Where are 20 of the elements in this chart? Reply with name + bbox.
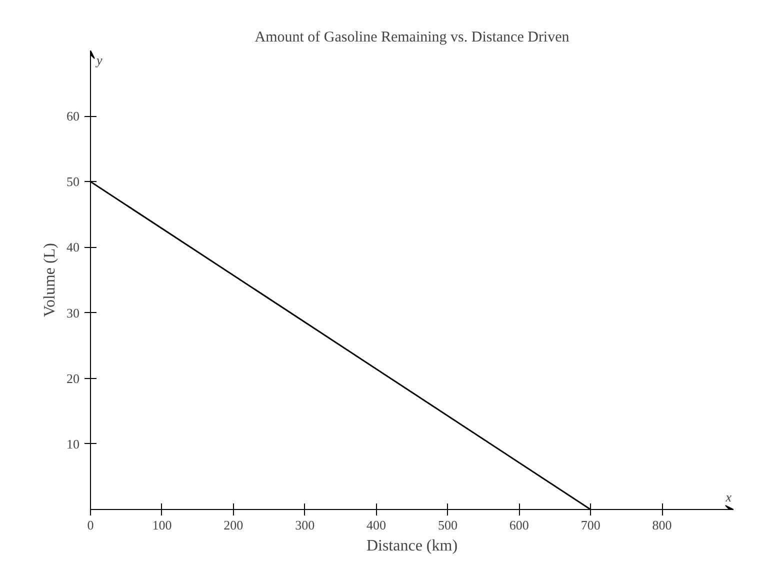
y-tick-label: 20: [66, 370, 80, 386]
x-tick-label: 0: [87, 518, 94, 532]
x-tick-label: 100: [152, 518, 172, 532]
x-tick-label: 400: [366, 518, 386, 532]
x-tick-label: 700: [580, 518, 600, 532]
chart-title: Amount of Gasoline Remaining vs. Distance Driven: [254, 30, 570, 46]
x-axis-title: Distance (km): [366, 538, 458, 554]
x-tick-label: 500: [438, 518, 458, 532]
y-axis-title: Volume (L): [42, 243, 58, 317]
x-tick-label: 800: [652, 518, 672, 532]
y-tick-label: 10: [66, 436, 80, 452]
y-tick-label: 50: [66, 174, 80, 190]
x-tick-label: 300: [295, 518, 315, 532]
y-tick-label: 60: [66, 108, 80, 124]
annotation: x: [724, 490, 732, 504]
x-tick-label: 600: [509, 518, 529, 532]
annotation: y: [94, 52, 102, 68]
x-tick-label: 200: [224, 518, 244, 532]
y-tick-label: 40: [66, 240, 80, 255]
y-tick-label: 30: [66, 305, 80, 320]
